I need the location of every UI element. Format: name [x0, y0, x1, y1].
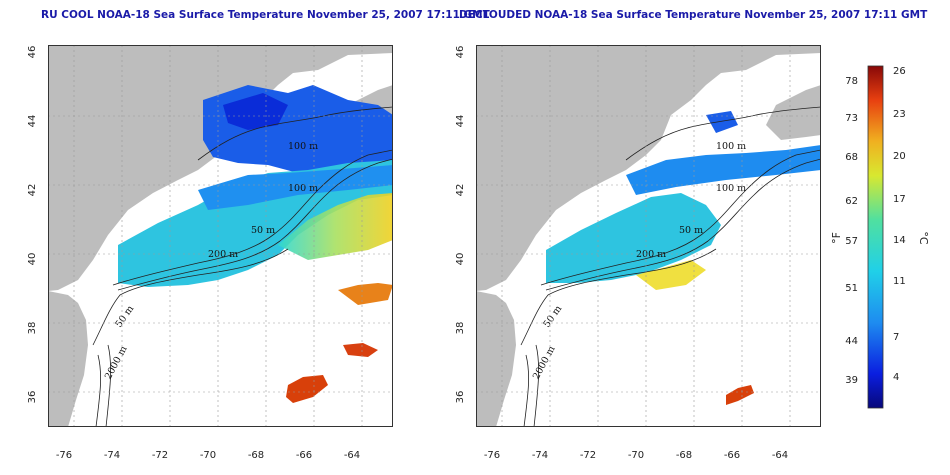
contour-label-100m: 100 m: [288, 183, 318, 194]
map-frame: [48, 45, 393, 427]
celsius-ticks: 26 23 20 17 14 11 7 4: [893, 66, 906, 383]
map-frame: [476, 45, 821, 427]
y-tick: 40: [455, 253, 466, 266]
celsius-unit-label: °C: [917, 231, 930, 245]
y-tick: 36: [455, 391, 466, 404]
left-panel-title: RU COOL NOAA-18 Sea Surface Temperature …: [41, 9, 490, 21]
contour-label-100m: 100 m: [288, 141, 318, 152]
y-tick: 46: [455, 46, 466, 59]
contour-label-50m: 50 m: [679, 225, 703, 236]
x-tick: -66: [724, 450, 740, 461]
x-tick: -66: [296, 450, 312, 461]
sst-warm-slope: [278, 193, 393, 260]
y-tick: 38: [455, 322, 466, 335]
x-tick: -76: [56, 450, 72, 461]
f-tick: 39: [845, 375, 858, 386]
sst-cold-patch: [706, 111, 738, 133]
x-tick: -68: [248, 450, 264, 461]
right-x-ticks: -76 -74 -72 -70 -68 -66 -64: [484, 450, 788, 461]
land-mass-south: [48, 291, 88, 427]
c-tick: 14: [893, 235, 906, 246]
left-y-ticks: 36 38 40 42 44 46: [27, 46, 38, 404]
y-tick: 46: [27, 46, 38, 59]
x-tick: -64: [772, 450, 788, 461]
land-mass: [476, 45, 821, 291]
sst-blue-band: [198, 165, 393, 210]
contour-label-50m: 50 m: [251, 225, 275, 236]
nova-scotia: [766, 85, 821, 140]
right-panel-title: DECLOUDED NOAA-18 Sea Surface Temperatur…: [459, 9, 928, 21]
sst-blue-band: [626, 145, 821, 195]
y-tick: 42: [27, 184, 38, 197]
right-sst-map: 100 m 100 m 200 m 50 m 2000 m 50 m: [476, 45, 821, 427]
grid-lines: [48, 45, 393, 427]
temperature-colorbar: 78 73 68 62 57 51 44 39 26 23 20 17 14 1…: [830, 65, 930, 409]
y-tick: 44: [27, 115, 38, 128]
x-tick: -70: [628, 450, 644, 461]
grid-lines: [476, 45, 821, 427]
c-tick: 23: [893, 109, 906, 120]
f-tick: 68: [845, 152, 858, 163]
sst-hot-gulfstream: [338, 283, 393, 305]
c-tick: 11: [893, 276, 906, 287]
left-axes: -76 -74 -72 -70 -68 -66 -64 36 38 40 42 …: [27, 46, 360, 461]
x-tick: -64: [344, 450, 360, 461]
sst-hot-patch: [286, 375, 328, 403]
left-x-ticks: -76 -74 -72 -70 -68 -66 -64: [56, 450, 360, 461]
contour-label-100m: 100 m: [716, 141, 746, 152]
y-tick: 40: [27, 253, 38, 266]
sst-hot-patch: [726, 385, 754, 405]
x-tick: -72: [152, 450, 168, 461]
fahrenheit-unit-label: °F: [830, 232, 843, 244]
f-tick: 57: [845, 236, 858, 247]
contour-label-100m: 100 m: [716, 183, 746, 194]
contour-label-200m: 200 m: [636, 249, 666, 260]
f-tick: 78: [845, 76, 858, 87]
f-tick: 62: [845, 196, 858, 207]
c-tick: 17: [893, 194, 906, 205]
x-tick: -76: [484, 450, 500, 461]
left-sst-map: 100 m 100 m 200 m 50 m 2000 m 50 m: [48, 45, 393, 427]
right-axes: -76 -74 -72 -70 -68 -66 -64 36 38 40 42 …: [455, 46, 788, 461]
land-mass: [48, 45, 393, 291]
x-tick: -72: [580, 450, 596, 461]
bathymetry-contours: [520, 106, 821, 427]
contour-label-200m: 200 m: [208, 249, 238, 260]
c-tick: 7: [893, 332, 899, 343]
bathymetry-contours: [92, 106, 393, 427]
c-tick: 4: [893, 372, 899, 383]
x-tick: -74: [104, 450, 120, 461]
land-mass-south: [476, 291, 516, 427]
f-tick: 44: [845, 336, 858, 347]
x-tick: -68: [676, 450, 692, 461]
y-tick: 38: [27, 322, 38, 335]
colorbar-gradient: [867, 65, 884, 409]
f-tick: 51: [845, 283, 858, 294]
x-tick: -70: [200, 450, 216, 461]
y-tick: 42: [455, 184, 466, 197]
sst-cool-shelf: [546, 193, 721, 283]
sst-warm-slope: [636, 260, 706, 290]
sst-cold-patches: [223, 93, 288, 130]
y-tick: 44: [455, 115, 466, 128]
sst-hot-streaks: [343, 343, 378, 357]
y-tick: 36: [27, 391, 38, 404]
c-tick: 20: [893, 151, 906, 162]
f-tick: 73: [845, 113, 858, 124]
fahrenheit-ticks: 78 73 68 62 57 51 44 39: [845, 76, 858, 386]
c-tick: 26: [893, 66, 906, 77]
right-y-ticks: 36 38 40 42 44 46: [455, 46, 466, 404]
x-tick: -74: [532, 450, 548, 461]
